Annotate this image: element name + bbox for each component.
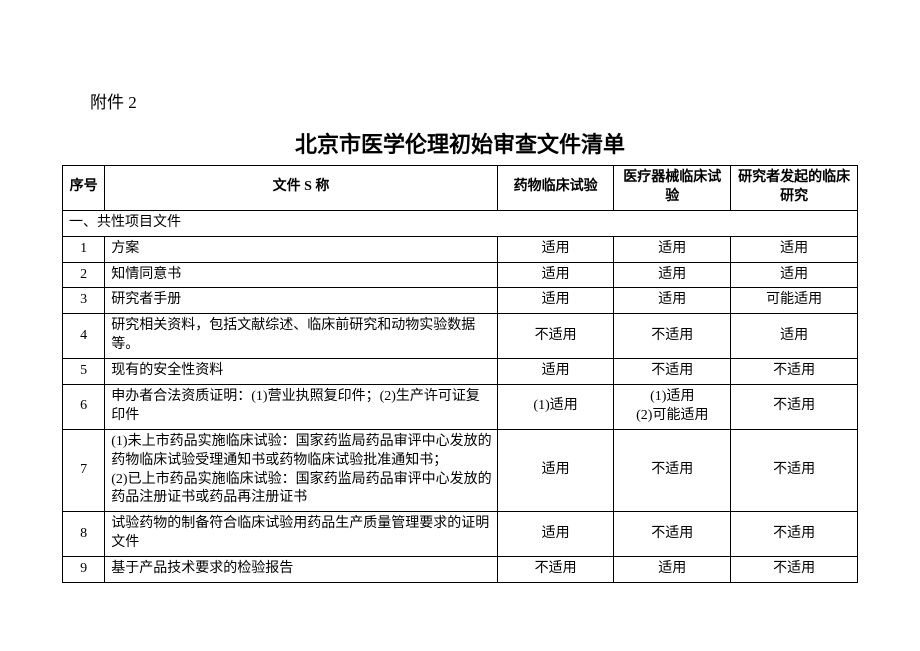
cell-c1: 适用 bbox=[497, 429, 614, 512]
cell-c3: 不适用 bbox=[731, 429, 858, 512]
cell-c2: 适用 bbox=[614, 262, 731, 288]
cell-name: 方案 bbox=[105, 236, 497, 262]
cell-seq: 6 bbox=[63, 385, 105, 430]
col-header-device: 医疗器械临床试验 bbox=[614, 166, 731, 211]
cell-seq: 2 bbox=[63, 262, 105, 288]
cell-name: 研究者手册 bbox=[105, 288, 497, 314]
section-header-row: 一、共性项目文件 bbox=[63, 210, 858, 236]
cell-c2: 不适用 bbox=[614, 512, 731, 557]
checklist-table: 序号 文件 S 称 药物临床试验 医疗器械临床试验 研究者发起的临床研究 一、共… bbox=[62, 165, 858, 583]
table-row: 2知情同意书适用适用适用 bbox=[63, 262, 858, 288]
col-header-drug: 药物临床试验 bbox=[497, 166, 614, 211]
cell-c3: 适用 bbox=[731, 262, 858, 288]
table-row: 6申办者合法资质证明：(1)营业执照复印件；(2)生产许可证复印件(1)适用(1… bbox=[63, 385, 858, 430]
cell-name: 现有的安全性资料 bbox=[105, 359, 497, 385]
table-header-row: 序号 文件 S 称 药物临床试验 医疗器械临床试验 研究者发起的临床研究 bbox=[63, 166, 858, 211]
cell-name: 试验药物的制备符合临床试验用药品生产质量管理要求的证明文件 bbox=[105, 512, 497, 557]
cell-c2: (1)适用 (2)可能适用 bbox=[614, 385, 731, 430]
cell-name: 知情同意书 bbox=[105, 262, 497, 288]
table-row: 9基于产品技术要求的检验报告不适用适用不适用 bbox=[63, 557, 858, 583]
cell-c1: 适用 bbox=[497, 512, 614, 557]
attachment-label: 附件 2 bbox=[90, 88, 858, 113]
table-row: 5现有的安全性资料适用不适用不适用 bbox=[63, 359, 858, 385]
table-body: 一、共性项目文件 1方案适用适用适用2知情同意书适用适用适用3研究者手册适用适用… bbox=[63, 210, 858, 582]
cell-c1: (1)适用 bbox=[497, 385, 614, 430]
cell-c3: 不适用 bbox=[731, 385, 858, 430]
cell-name: 研究相关资料，包括文献综述、临床前研究和动物实验数据等。 bbox=[105, 314, 497, 359]
cell-seq: 7 bbox=[63, 429, 105, 512]
cell-c3: 不适用 bbox=[731, 359, 858, 385]
cell-c1: 适用 bbox=[497, 236, 614, 262]
cell-c3: 不适用 bbox=[731, 512, 858, 557]
cell-c2: 适用 bbox=[614, 236, 731, 262]
cell-c2: 适用 bbox=[614, 557, 731, 583]
cell-c2: 不适用 bbox=[614, 359, 731, 385]
table-row: 3研究者手册适用适用可能适用 bbox=[63, 288, 858, 314]
cell-seq: 3 bbox=[63, 288, 105, 314]
cell-seq: 4 bbox=[63, 314, 105, 359]
cell-c1: 不适用 bbox=[497, 314, 614, 359]
table-row: 1方案适用适用适用 bbox=[63, 236, 858, 262]
cell-c3: 不适用 bbox=[731, 557, 858, 583]
cell-seq: 5 bbox=[63, 359, 105, 385]
cell-c2: 不适用 bbox=[614, 314, 731, 359]
cell-name: 申办者合法资质证明：(1)营业执照复印件；(2)生产许可证复印件 bbox=[105, 385, 497, 430]
table-row: 4研究相关资料，包括文献综述、临床前研究和动物实验数据等。不适用不适用适用 bbox=[63, 314, 858, 359]
table-row: 7(1)未上市药品实施临床试验：国家药监局药品审评中心发放的药物临床试验受理通知… bbox=[63, 429, 858, 512]
cell-c3: 适用 bbox=[731, 236, 858, 262]
cell-c1: 适用 bbox=[497, 288, 614, 314]
table-row: 8试验药物的制备符合临床试验用药品生产质量管理要求的证明文件适用不适用不适用 bbox=[63, 512, 858, 557]
section-header: 一、共性项目文件 bbox=[63, 210, 858, 236]
cell-name: (1)未上市药品实施临床试验：国家药监局药品审评中心发放的药物临床试验受理通知书… bbox=[105, 429, 497, 512]
cell-c1: 不适用 bbox=[497, 557, 614, 583]
cell-c2: 适用 bbox=[614, 288, 731, 314]
document-title: 北京市医学伦理初始审查文件清单 bbox=[62, 127, 858, 159]
col-header-name: 文件 S 称 bbox=[105, 166, 497, 211]
col-header-seq: 序号 bbox=[63, 166, 105, 211]
cell-c3: 适用 bbox=[731, 314, 858, 359]
cell-seq: 1 bbox=[63, 236, 105, 262]
cell-seq: 9 bbox=[63, 557, 105, 583]
cell-c1: 适用 bbox=[497, 262, 614, 288]
cell-c3: 可能适用 bbox=[731, 288, 858, 314]
cell-c1: 适用 bbox=[497, 359, 614, 385]
document-page: 附件 2 北京市医学伦理初始审查文件清单 序号 文件 S 称 药物临床试验 医疗… bbox=[0, 0, 920, 583]
cell-name: 基于产品技术要求的检验报告 bbox=[105, 557, 497, 583]
col-header-researcher: 研究者发起的临床研究 bbox=[731, 166, 858, 211]
cell-seq: 8 bbox=[63, 512, 105, 557]
cell-c2: 不适用 bbox=[614, 429, 731, 512]
